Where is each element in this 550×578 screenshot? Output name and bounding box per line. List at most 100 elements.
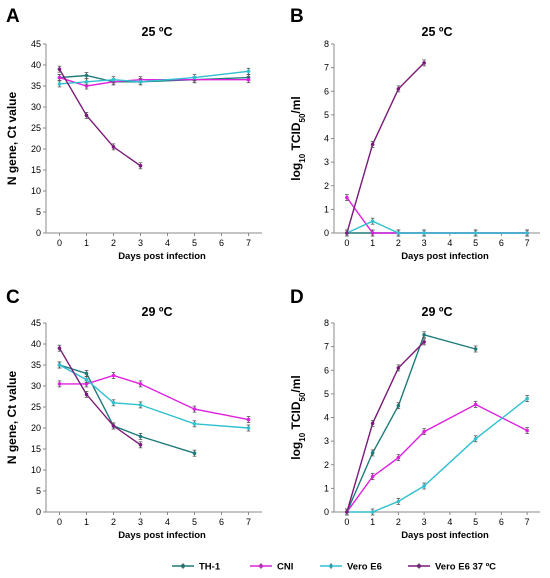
y-tick-label: 15 <box>31 444 41 454</box>
legend: TH-1 CNI Vero E6 Vero E6 37 ºC <box>172 562 496 573</box>
y-tick-label: 2 <box>324 181 329 191</box>
x-tick-label: 4 <box>447 517 452 527</box>
x-tick-label: 2 <box>396 238 401 248</box>
data-point <box>525 396 529 401</box>
data-point <box>57 82 62 86</box>
x-tick-label: 1 <box>84 238 89 248</box>
y-tick-label: 3 <box>324 157 329 167</box>
panel-title: 29 ºC <box>142 305 173 319</box>
data-point <box>396 231 401 235</box>
data-point <box>525 231 529 235</box>
data-point <box>57 363 62 367</box>
legend-label: TH-1 <box>199 562 221 573</box>
y-tick-label: 8 <box>324 39 329 49</box>
data-point <box>138 443 143 447</box>
data-point <box>192 75 197 80</box>
data-point <box>422 61 426 65</box>
x-tick-label: 4 <box>165 517 170 527</box>
x-tick-label: 2 <box>111 238 116 248</box>
panel-letter: A <box>6 6 20 27</box>
data-point <box>370 510 375 514</box>
y-tick-label: 7 <box>324 342 329 352</box>
panel-title: 25 ºC <box>142 25 173 39</box>
data-point <box>396 87 401 91</box>
data-point <box>192 422 197 426</box>
x-axis-title: Days post infection <box>118 530 206 541</box>
series-line <box>59 364 195 454</box>
series-line <box>58 347 141 446</box>
y-tick-label: 5 <box>36 486 41 496</box>
data-point <box>396 455 401 460</box>
data-point <box>84 377 89 382</box>
legend-label: Vero E6 <box>347 562 382 573</box>
series-line <box>346 197 528 234</box>
series-vero-e6 <box>57 361 251 432</box>
panel-letter: B <box>290 6 304 27</box>
data-point <box>396 499 401 504</box>
data-point <box>84 73 89 78</box>
y-axis-title: log10 TCID50/ml <box>289 96 307 181</box>
x-tick-label: 3 <box>138 238 143 248</box>
y-tick-label: 10 <box>31 465 41 475</box>
data-point <box>138 164 143 168</box>
x-tick-label: 6 <box>499 238 504 248</box>
data-point <box>57 75 62 80</box>
y-tick-label: 5 <box>36 207 41 217</box>
data-point <box>192 407 197 411</box>
series-line <box>346 220 528 234</box>
data-point <box>111 424 116 428</box>
legend-item: CNI <box>250 562 293 573</box>
series-line <box>346 398 528 513</box>
data-point <box>111 373 116 378</box>
series-vero-e6-37-c <box>345 59 426 237</box>
data-point <box>84 113 89 118</box>
series-cni <box>345 194 529 237</box>
data-point <box>370 231 375 235</box>
data-point <box>345 510 349 514</box>
data-point <box>473 347 478 351</box>
y-tick-label: 15 <box>31 165 41 175</box>
x-tick-label: 1 <box>84 517 89 527</box>
x-tick-label: 7 <box>246 238 251 248</box>
data-point <box>192 451 197 456</box>
x-tick-label: 2 <box>396 517 401 527</box>
panel-letter: D <box>290 287 304 308</box>
y-tick-label: 0 <box>36 228 41 238</box>
panel-letter: C <box>6 287 20 308</box>
data-point <box>246 77 251 82</box>
data-point <box>246 69 251 74</box>
y-tick-label: 35 <box>31 360 41 370</box>
y-tick-label: 1 <box>324 483 329 493</box>
data-point <box>473 402 478 407</box>
data-point <box>370 474 375 479</box>
series-cni <box>345 401 529 516</box>
legend-item: TH-1 <box>172 562 221 573</box>
x-tick-label: 3 <box>422 517 427 527</box>
series-line <box>346 62 425 234</box>
panel-b: B 25 ºC 0 1 2 3 4 5 6 7 8 0 1 2 3 4 5 6 7 Days post infecti… <box>289 6 540 262</box>
data-point <box>473 231 478 235</box>
series-line <box>58 68 141 167</box>
x-tick-label: 0 <box>344 517 349 527</box>
x-tick-label: 0 <box>57 238 62 248</box>
y-tick-label: 0 <box>36 507 41 517</box>
y-axis-title: N gene, Ct value <box>5 370 19 464</box>
y-tick-label: 3 <box>324 436 329 446</box>
x-axis-title: Days post infection <box>401 530 489 541</box>
y-tick-label: 40 <box>31 60 41 70</box>
series-cni <box>57 372 251 424</box>
x-tick-label: 6 <box>219 517 224 527</box>
y-tick-label: 8 <box>324 318 329 328</box>
y-tick-label: 35 <box>31 81 41 91</box>
y-tick-label: 0 <box>324 228 329 238</box>
y-tick-label: 4 <box>324 413 329 423</box>
data-point <box>525 428 529 433</box>
data-point <box>396 366 401 370</box>
series-vero-e6 <box>57 67 251 88</box>
x-tick-label: 6 <box>499 517 504 527</box>
series-line <box>59 70 249 85</box>
x-tick-label: 7 <box>525 517 530 527</box>
data-point <box>138 80 143 84</box>
